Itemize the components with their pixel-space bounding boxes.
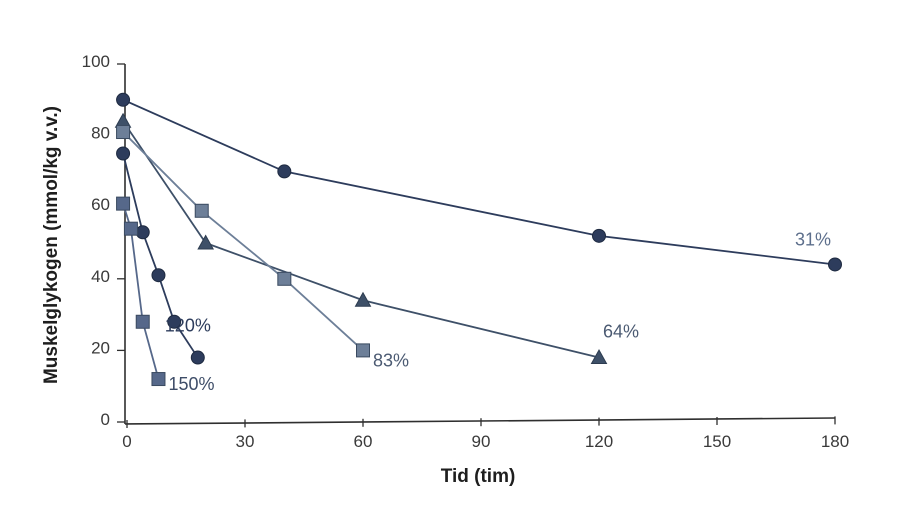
data-point-square xyxy=(356,343,370,358)
x-tick-label: 60 xyxy=(354,432,373,451)
series-line xyxy=(122,131,364,352)
data-point-triangle xyxy=(197,234,215,250)
y-tick-label: 60 xyxy=(91,195,110,214)
data-point-circle xyxy=(277,164,292,179)
y-tick-label: 100 xyxy=(82,52,110,71)
axes xyxy=(124,64,836,425)
data-point-circle xyxy=(116,92,131,107)
data-point-square xyxy=(123,221,138,236)
x-tick-label: 90 xyxy=(472,432,491,451)
y-tick-label: 0 xyxy=(101,410,110,429)
y-tick-label: 20 xyxy=(91,338,110,357)
data-point-square xyxy=(277,271,292,286)
series-label: 83% xyxy=(373,350,409,370)
data-point-circle xyxy=(828,257,842,272)
x-tick-label: 180 xyxy=(821,432,849,451)
x-tick-label: 30 xyxy=(236,432,255,451)
series-line xyxy=(122,120,600,359)
y-tick-label: 40 xyxy=(91,267,110,286)
series-label: 64% xyxy=(603,322,639,342)
data-point-circle xyxy=(190,350,205,365)
data-point-square xyxy=(135,314,150,329)
data-point-square xyxy=(116,125,131,140)
data-point-circle xyxy=(592,228,606,243)
x-tick-label: 0 xyxy=(122,432,131,451)
data-point-triangle xyxy=(590,349,608,365)
x-axis-title: Tid (tim) xyxy=(441,466,516,487)
data-point-circle xyxy=(116,146,131,161)
x-axis-line xyxy=(124,417,836,425)
data-point-circle xyxy=(167,314,182,329)
series-label: 31% xyxy=(795,229,831,249)
series-line xyxy=(122,98,836,266)
series-label: 150% xyxy=(168,374,214,394)
x-tick-label: 150 xyxy=(703,432,731,451)
data-point-square xyxy=(151,372,166,387)
data-point-circle xyxy=(151,268,166,283)
series-label: 120% xyxy=(165,316,211,336)
data-point-circle xyxy=(135,225,150,240)
y-axis-title: Muskelglykogen (mmol/kg v.v.) xyxy=(41,106,62,384)
data-point-square xyxy=(194,203,209,218)
y-tick-label: 80 xyxy=(91,124,110,143)
data-point-triangle xyxy=(354,291,372,307)
x-tick-label: 120 xyxy=(585,432,613,451)
data-point-square xyxy=(116,196,131,211)
series-line xyxy=(122,203,160,380)
